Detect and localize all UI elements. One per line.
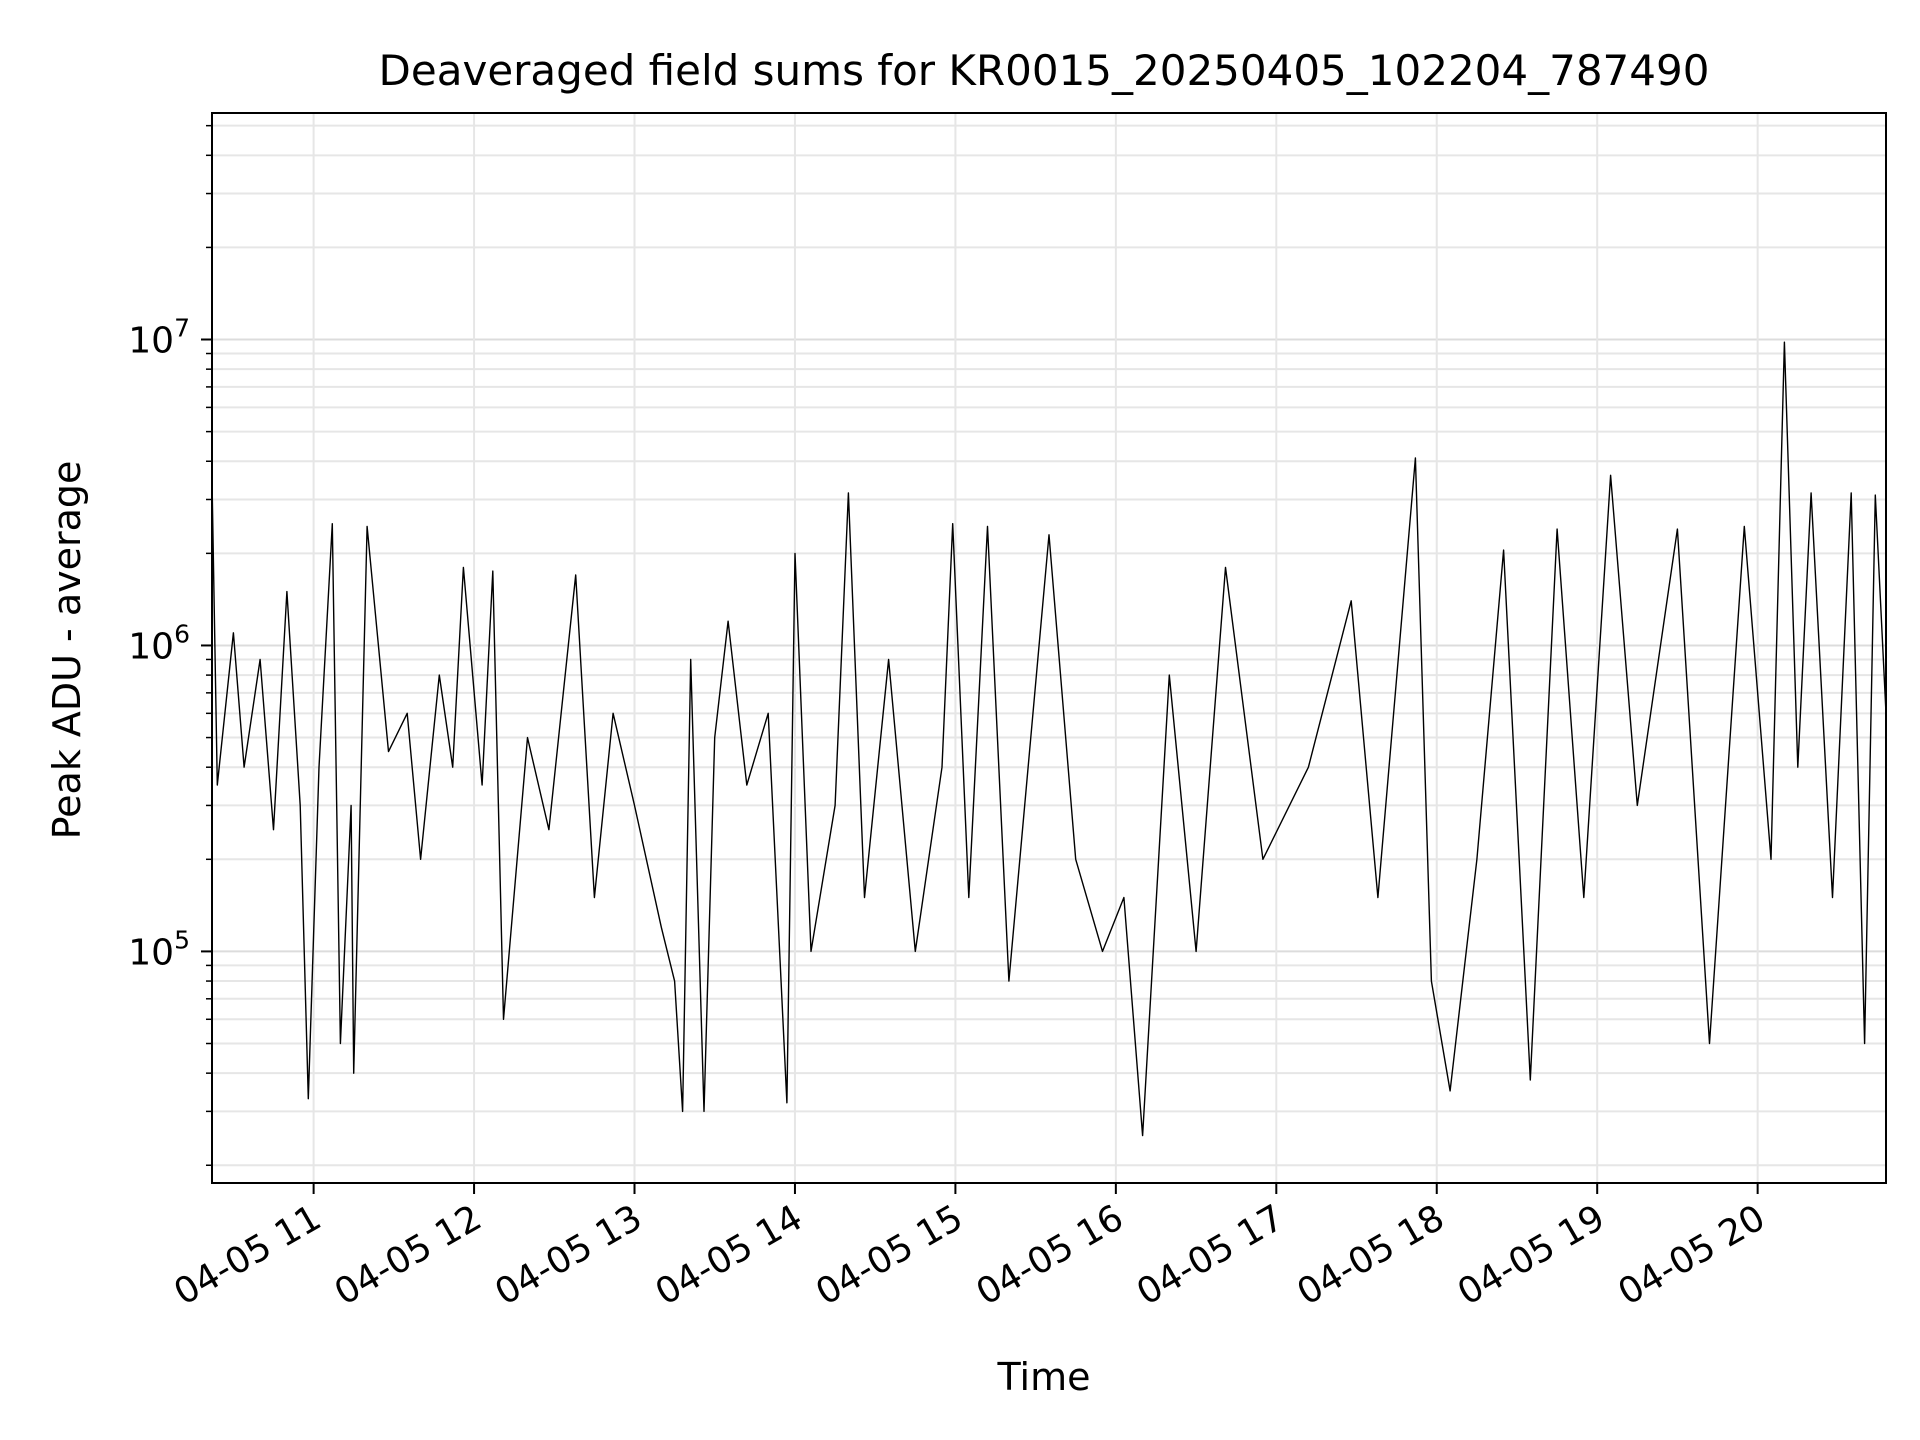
chart-title: Deaveraged field sums for KR0015_2025040… xyxy=(379,46,1710,95)
y-tick-label: 107 xyxy=(128,314,190,362)
y-tick-label: 105 xyxy=(128,925,190,973)
series-line xyxy=(211,341,1887,1137)
series-lines xyxy=(211,341,1887,1137)
grid xyxy=(212,113,1886,1183)
x-axis-label: Time xyxy=(997,1355,1091,1399)
y-axis-label: Peak ADU - average xyxy=(45,461,89,840)
plot-frame xyxy=(211,112,1887,1184)
y-tick-label: 106 xyxy=(128,619,190,667)
